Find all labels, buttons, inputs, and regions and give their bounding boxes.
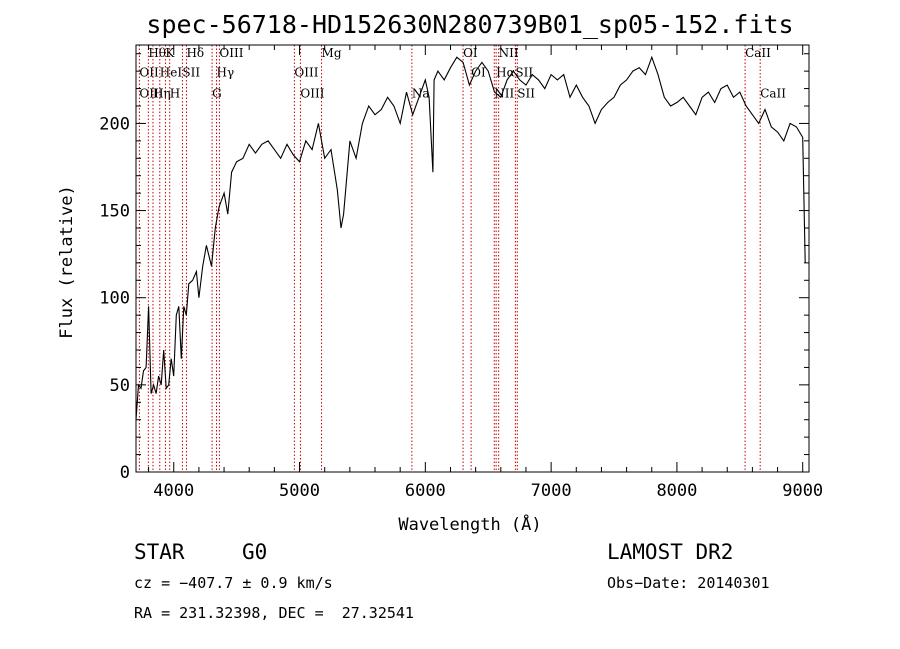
obs-date-text: Obs−Date: 20140301 <box>607 574 770 592</box>
emission-line-label: Hθ <box>148 46 166 60</box>
y-tick-label: 50 <box>110 376 130 396</box>
object-type: STAR <box>134 540 185 564</box>
plot-area <box>135 44 810 473</box>
emission-line-label: Hη <box>153 86 171 100</box>
coordinates-text: RA = 231.32398, DEC = 27.32541 <box>134 604 414 622</box>
emission-line-label: OIII <box>294 65 318 79</box>
spectrum-line <box>135 55 806 420</box>
x-tick-label: 6000 <box>405 481 446 501</box>
emission-line-label: OI <box>471 65 486 79</box>
emission-line-label: H <box>170 86 180 100</box>
x-axis-label: Wavelength (Å) <box>398 513 541 535</box>
y-tick-label: 150 <box>99 202 130 222</box>
y-tick-label: 0 <box>120 463 130 483</box>
emission-line-label: OI <box>463 46 478 60</box>
survey-name: LAMOST DR2 <box>607 540 734 564</box>
axes-frame <box>135 44 810 473</box>
chart-title: spec-56718-HD152630N280739B01_sp05-152.f… <box>146 10 793 39</box>
y-axis-ticks: 0 50 100 150 200 <box>99 53 809 483</box>
emission-line-label: OIII <box>139 86 163 100</box>
x-axis-ticks: 4000 5000 6000 7000 8000 9000 <box>148 45 823 501</box>
emission-line-label: CaII <box>760 86 786 100</box>
emission-line-label: OIII <box>219 46 243 60</box>
emission-line-label: SII <box>515 65 533 79</box>
y-axis-label: Flux (relative) <box>57 185 77 339</box>
emission-line-label: G <box>212 86 222 100</box>
emission-line-label: OII <box>139 65 159 79</box>
x-tick-label: 5000 <box>279 481 320 501</box>
emission-line-markers <box>138 45 761 472</box>
emission-line-label: SII <box>517 86 535 100</box>
emission-line-label: NII <box>499 46 519 60</box>
emission-line-label: HeI <box>160 65 183 79</box>
x-tick-label: 8000 <box>656 481 697 501</box>
emission-line-label: K <box>165 46 175 60</box>
spectral-subclass: G0 <box>242 540 268 564</box>
x-tick-label: 4000 <box>153 481 194 501</box>
x-tick-label: 7000 <box>531 481 572 501</box>
emission-line-label: CaII <box>745 46 771 60</box>
y-tick-label: 200 <box>99 114 130 134</box>
emission-line-label: Hγ <box>217 65 235 79</box>
y-tick-label: 100 <box>99 289 130 309</box>
emission-line-label: Hδ <box>186 46 204 60</box>
x-tick-label: 9000 <box>782 481 823 501</box>
emission-line-label: OIII <box>300 86 324 100</box>
emission-line-label: Mg <box>322 46 342 60</box>
velocity-text: cz = −407.7 ± 0.9 km/s <box>134 574 333 592</box>
emission-line-label: SII <box>182 65 200 79</box>
